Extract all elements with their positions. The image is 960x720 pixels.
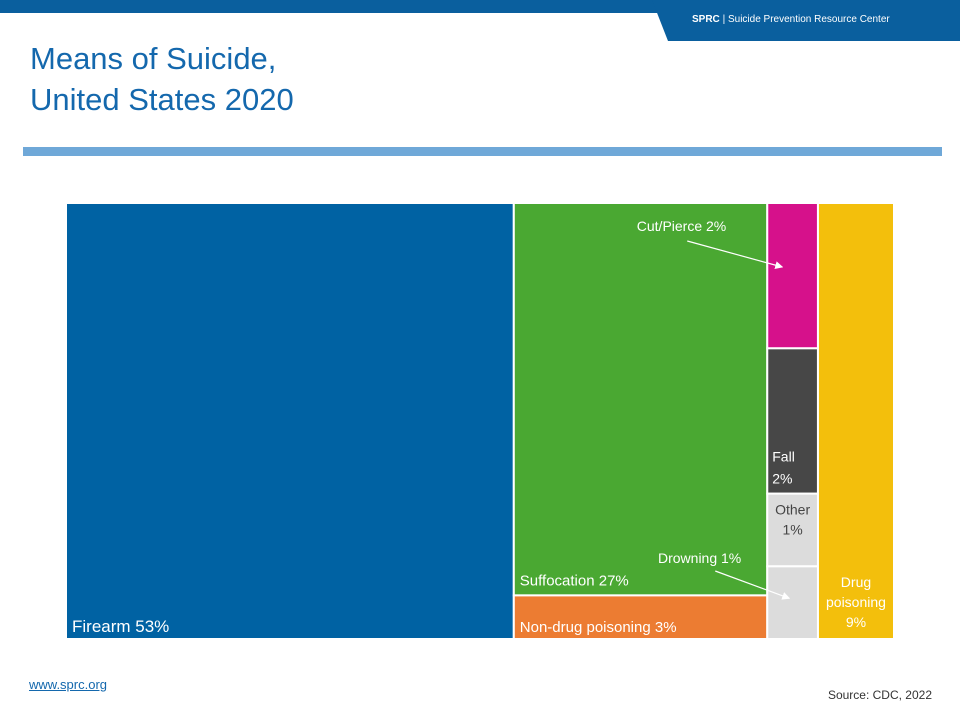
header-org-name: Suicide Prevention Resource Center	[727, 14, 890, 25]
label-fall-line-2: 2%	[772, 471, 792, 487]
treemap-cell-suffocation	[512, 202, 769, 597]
arrow-drowning	[715, 570, 791, 600]
label-non-drug-poisoning: Non-drug poisoning 3%	[520, 619, 677, 636]
source-note: Source: CDC, 2022	[827, 688, 932, 702]
header-tab	[652, 0, 960, 41]
label-drowning: Drowning 1%	[658, 550, 741, 566]
sprc-website-link[interactable]: www.sprc.org	[29, 677, 108, 692]
label-drug-poisoning-line-2: poisoning	[826, 594, 886, 610]
header-org: SPRC | Suicide Prevention Resource Cente…	[692, 14, 890, 25]
header-separator: |	[722, 14, 726, 25]
treemap-cell-firearm	[65, 202, 515, 640]
treemap-cell-drowning	[766, 565, 819, 640]
title-divider	[23, 147, 942, 156]
label-other-line-2: 1%	[782, 522, 802, 538]
label-firearm: Firearm 53%	[72, 617, 169, 636]
label-fall-line-1: Fall	[772, 449, 795, 465]
label-drug-poisoning-line-3: 9%	[846, 614, 866, 630]
title-line-1: Means of Suicide,	[30, 41, 277, 76]
label-suffocation: Suffocation 27%	[520, 572, 629, 589]
label-other-line-1: Other	[775, 502, 810, 518]
treemap-cell-fall	[766, 347, 819, 495]
treemap-cell-cut-pierce	[766, 202, 819, 350]
slide-title: Means of Suicide, United States 2020	[30, 38, 294, 120]
label-cut-pierce: Cut/Pierce 2%	[637, 218, 726, 234]
arrow-cut-pierce	[687, 240, 784, 270]
treemap-cell-non-drug-poisoning	[512, 594, 769, 641]
label-drug-poisoning-line-1: Drug	[841, 574, 871, 590]
treemap-cell-drug-poisoning	[816, 202, 895, 640]
header-brand: SPRC	[692, 14, 720, 25]
title-line-2: United States 2020	[30, 82, 294, 117]
